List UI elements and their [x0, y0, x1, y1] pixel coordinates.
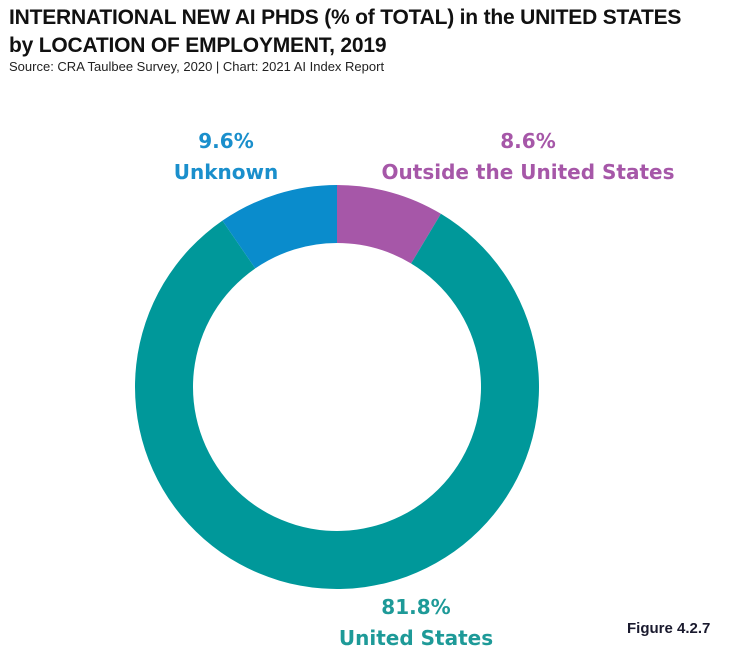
- data-label-value: 81.8%: [381, 595, 450, 619]
- data-label-category: Outside the United States: [382, 160, 675, 184]
- chart-subtitle: Source: CRA Taulbee Survey, 2020 | Chart…: [9, 59, 385, 74]
- data-label-value: 9.6%: [198, 129, 253, 153]
- figure-label: Figure 4.2.7: [627, 620, 711, 637]
- chart-title-line-2: by LOCATION OF EMPLOYMENT, 2019: [9, 34, 387, 57]
- chart-title: INTERNATIONAL NEW AI PHDS (% of TOTAL) i…: [9, 4, 681, 60]
- donut-slice-united-states: [134, 213, 539, 590]
- donut-slice-unknown: [222, 185, 337, 269]
- chart-title-line-1: INTERNATIONAL NEW AI PHDS (% of TOTAL) i…: [9, 6, 682, 29]
- data-label-category: Unknown: [174, 160, 278, 184]
- data-label-value: 8.6%: [500, 129, 555, 153]
- donut-slice-outside-the-united-states: [337, 185, 441, 264]
- data-label-category: United States: [339, 626, 493, 650]
